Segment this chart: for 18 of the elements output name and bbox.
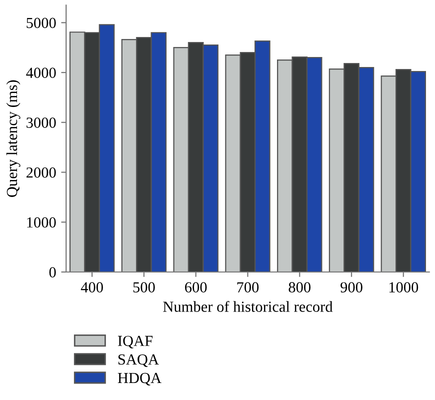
x-tick-label: 500 (133, 282, 155, 292)
y-tick-label: 2000 (26, 167, 56, 178)
x-tick-label: 800 (288, 282, 310, 292)
legend-label: HDQA (118, 372, 162, 386)
x-tick-label: 900 (340, 282, 362, 292)
x-tick-label: 1000 (389, 282, 418, 292)
legend-label: IQAF (118, 336, 153, 348)
y-tick-label: 0 (49, 267, 56, 278)
x-tick-label: 400 (80, 282, 103, 292)
x-tick-label: 700 (237, 282, 259, 292)
y-axis-title: Query latency (ms) (6, 80, 20, 197)
legend-label: SAQA (118, 354, 159, 367)
y-tick-label: 5000 (26, 18, 56, 28)
x-axis-title: Number of historical record (163, 300, 333, 312)
y-tick-label: 1000 (27, 217, 56, 228)
y-tick-label: 4000 (26, 68, 56, 78)
x-tick-label: 600 (185, 282, 207, 292)
y-tick-label: 3000 (26, 118, 56, 128)
